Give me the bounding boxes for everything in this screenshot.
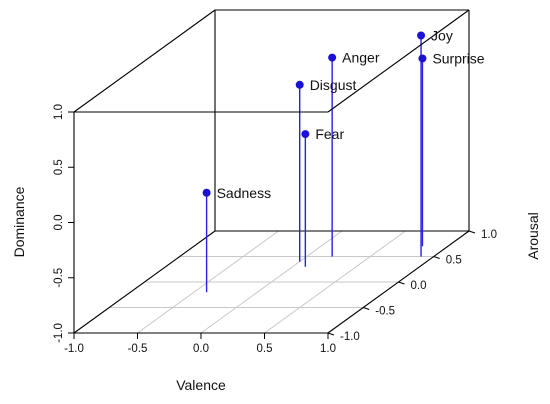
z-tick-label: 0.0 [53, 215, 65, 231]
box-edge [73, 9, 216, 113]
y-tick-label: 1.0 [481, 229, 497, 241]
point-label: Fear [315, 126, 344, 142]
point-label: Disgust [310, 77, 357, 93]
y-tick-mark [433, 256, 440, 259]
stems [205, 35, 424, 293]
y-tick-label: -1.0 [340, 331, 360, 343]
y-tick-label: 0.0 [411, 280, 427, 292]
floor-grid [109, 230, 434, 334]
box-back-edges [73, 10, 469, 334]
x-tick-label: 0.5 [257, 343, 273, 355]
x-axis-title: Valence [176, 377, 226, 393]
y-tick-label: 0.5 [446, 255, 462, 267]
data-point [328, 53, 337, 62]
z-tick-label: -1.0 [53, 323, 65, 343]
point-label: Sadness [217, 185, 271, 201]
x-tick-label: -1.0 [64, 343, 84, 355]
y-tick-mark [468, 230, 476, 234]
data-point [417, 31, 426, 40]
y-tick-mark [363, 307, 370, 310]
z-tick-label: 1.0 [53, 104, 65, 120]
box-edge [73, 230, 216, 334]
point-label: Surprise [432, 50, 484, 66]
x-tick-label: 1.0 [320, 343, 336, 355]
y-tick-mark [327, 332, 335, 336]
ticks: -1.0 -0.5 0.0 0.5 1.0 -1.0 -0.5 0.0 0.5 1.0 -1.0 -0… [53, 104, 497, 355]
z-tick-label: 0.5 [53, 159, 65, 175]
z-tick-label: -0.5 [53, 268, 65, 288]
point-label: Joy [431, 28, 453, 44]
y-axis-title: Arousal [525, 212, 541, 259]
points: Anger Disgust Fear Sadness Joy Surprise [202, 28, 485, 201]
z-axis-title: Dominance [11, 186, 27, 257]
x-tick-label: -0.5 [128, 343, 148, 355]
data-point [418, 54, 427, 63]
y-tick-mark [398, 281, 405, 285]
y-tick-label: -0.5 [375, 306, 395, 318]
data-point [301, 130, 310, 139]
point-label: Anger [342, 50, 380, 66]
data-point [202, 188, 211, 197]
box-edge [327, 9, 470, 113]
data-point [295, 80, 304, 89]
x-tick-label: 0.0 [193, 343, 209, 355]
